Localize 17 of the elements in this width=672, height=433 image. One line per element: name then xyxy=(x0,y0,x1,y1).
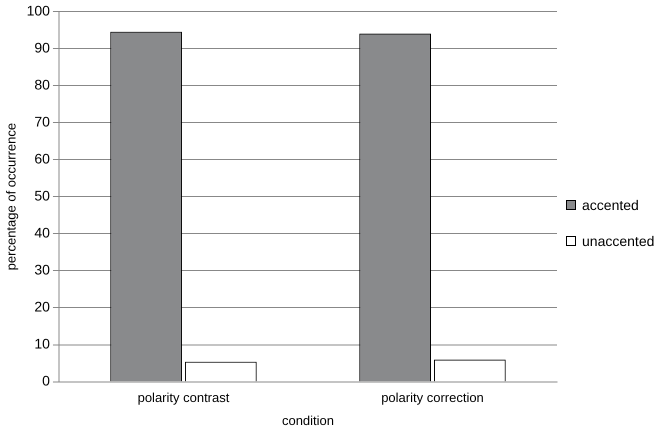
x-axis-title: condition xyxy=(282,412,334,428)
y-axis-title: percentage of occurrence xyxy=(3,122,18,270)
y-tick-label: 70 xyxy=(34,113,50,130)
x-tick-label: polarity correction xyxy=(381,390,484,406)
text: unaccented xyxy=(582,232,654,248)
x-tick-label: polarity contrast xyxy=(138,390,230,406)
y-tick-label: 60 xyxy=(34,150,50,166)
y-tick-label: 100 xyxy=(26,2,50,18)
y-tick-label: 80 xyxy=(34,76,50,92)
y-tick-label: 50 xyxy=(34,187,50,204)
y-tick-label: 30 xyxy=(34,262,50,278)
y-tick-label: 0 xyxy=(42,372,50,389)
y-tick-label: 20 xyxy=(34,298,50,315)
legend-label: accented xyxy=(582,196,639,212)
y-tick-label: 10 xyxy=(34,336,50,352)
y-tick-label: 40 xyxy=(34,224,50,240)
y-tick-label: 90 xyxy=(34,39,50,56)
